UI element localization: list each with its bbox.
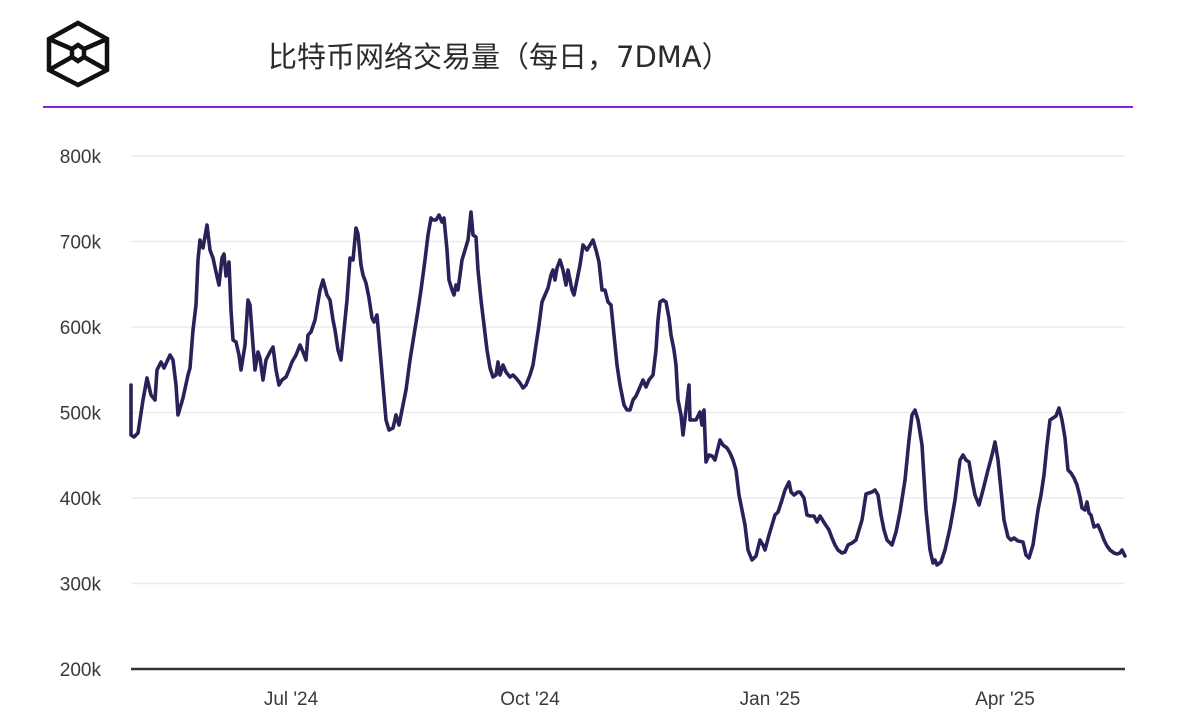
- x-tick-label: Apr '25: [975, 689, 1035, 710]
- y-tick-label: 500k: [60, 404, 102, 425]
- header-divider: [43, 106, 1133, 108]
- y-tick-label: 700k: [60, 233, 102, 254]
- x-tick-label: Jan '25: [740, 689, 801, 710]
- transaction-volume-line: [129, 210, 1127, 567]
- y-tick-label: 800k: [60, 147, 102, 168]
- x-tick-label: Oct '24: [500, 689, 560, 710]
- y-tick-label: 600k: [60, 318, 102, 339]
- x-axis-labels: Jul '24 Oct '24 Jan '25 Apr '25: [264, 689, 1035, 710]
- y-tick-label: 400k: [60, 489, 102, 510]
- y-tick-label: 300k: [60, 575, 102, 596]
- gridlines: [131, 155, 1125, 585]
- x-tick-label: Jul '24: [264, 689, 319, 710]
- y-axis-labels: 800k 700k 600k 500k 400k 300k 200k: [60, 147, 102, 681]
- y-tick-label: 200k: [60, 660, 102, 681]
- hexagon-cube-logo-icon: [43, 20, 113, 88]
- chart-title: 比特币网络交易量（每日，7DMA）: [268, 40, 731, 74]
